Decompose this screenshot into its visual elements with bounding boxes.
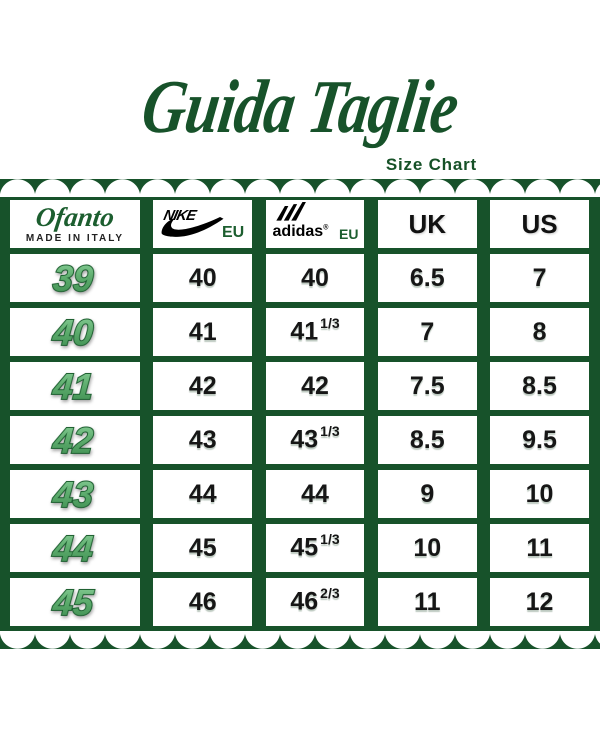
svg-text:43: 43 [51, 474, 95, 515]
svg-text:41: 41 [51, 366, 95, 407]
svg-text:39: 39 [52, 258, 95, 299]
svg-text:45: 45 [51, 582, 96, 623]
svg-text:NIKE: NIKE [162, 208, 199, 224]
svg-text:40: 40 [51, 312, 95, 353]
svg-text:42: 42 [51, 420, 95, 461]
svg-text:44: 44 [51, 528, 95, 569]
